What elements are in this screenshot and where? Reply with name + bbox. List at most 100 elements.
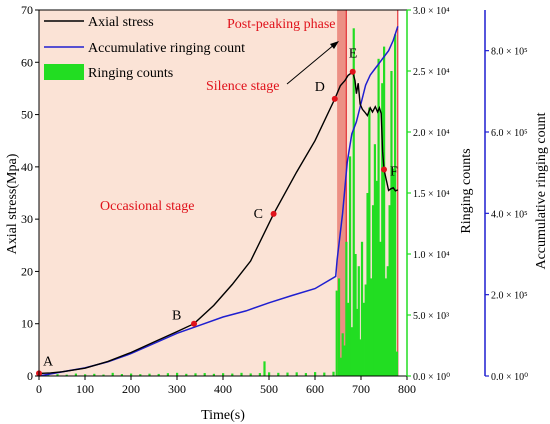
- ringing-bar: [194, 373, 197, 376]
- ringing-bar: [222, 373, 225, 376]
- ringing-bar: [366, 193, 369, 376]
- ringing-bar: [203, 373, 206, 376]
- legend-label-axial-stress: Axial stress: [88, 15, 154, 30]
- ringing-bar: [371, 205, 375, 376]
- ringing-bar: [360, 241, 364, 376]
- y-left-tick-label: 50: [21, 108, 33, 122]
- y-axis-right-1-title: Ringing counts: [459, 148, 474, 233]
- ringing-bar: [395, 351, 399, 376]
- ringing-bar: [231, 373, 234, 376]
- ringing-bar: [295, 372, 298, 376]
- ringing-bar: [304, 373, 307, 376]
- ringing-bar: [370, 278, 373, 376]
- x-tick-label: 700: [352, 382, 370, 396]
- ringing-bar: [74, 373, 77, 376]
- key-point-b: [191, 320, 198, 327]
- ringing-bar: [386, 266, 389, 376]
- key-point-e: [349, 68, 356, 75]
- y-left-tick-label: 60: [21, 55, 33, 69]
- ringing-bar: [388, 205, 391, 376]
- y-right-1-tick-label: 1.0 × 10⁴: [413, 250, 450, 261]
- ringing-bar: [268, 372, 271, 376]
- x-tick-label: 400: [214, 382, 232, 396]
- y-right-2-tick-label: 8.0 × 10⁵: [491, 47, 528, 58]
- region-occasional: [39, 10, 338, 376]
- key-points: A B C D E F: [36, 47, 398, 377]
- ringing-bar: [120, 374, 123, 376]
- y-axis-left-title: Axial stress(Mpa): [5, 153, 20, 254]
- ringing-bar: [392, 168, 395, 376]
- ringing-bar: [263, 361, 266, 376]
- y-left-tick-label: 20: [21, 264, 33, 278]
- ringing-bar: [362, 302, 365, 376]
- ringing-bar: [339, 357, 342, 376]
- legend-label-ringing: Ringing counts: [88, 66, 173, 81]
- region-silence: [337, 10, 347, 376]
- ringing-bar: [258, 373, 261, 376]
- y-right-1-tick-label: 2.5 × 10⁴: [413, 67, 450, 78]
- series-lines: [38, 26, 399, 377]
- ringing-bar: [357, 266, 360, 376]
- ringing-bar: [148, 373, 151, 376]
- accumulative-ringing-line: [38, 26, 399, 377]
- ringing-bar: [377, 58, 380, 377]
- ringing-bar: [65, 374, 68, 376]
- ringing-bar: [394, 34, 397, 377]
- ringing-bar: [185, 373, 188, 376]
- ringing-bar: [111, 372, 114, 376]
- y-left-tick-label: 70: [21, 3, 33, 17]
- key-point-c: [270, 210, 277, 217]
- ringing-bar: [390, 71, 393, 376]
- y-right-1-tick-label: 5.0 × 10³: [413, 311, 449, 322]
- y-left-tick-label: 10: [21, 317, 33, 331]
- ringing-bar: [176, 372, 179, 376]
- post-peaking-phase-label: Post-peaking phase: [227, 17, 335, 32]
- y-right-1-tick-label: 2.0 × 10⁴: [413, 128, 450, 139]
- occasional-stage-label: Occasional stage: [100, 199, 194, 214]
- y-right-1-tick-label: 1.5 × 10⁴: [413, 189, 450, 200]
- ringing-bar: [384, 278, 388, 376]
- tick-labels: 0 100 200 300 400 500 600 700 800 0 10 20 30 40 50 60 70…: [21, 3, 528, 396]
- ringing-bar: [364, 284, 367, 376]
- ringing-bar: [314, 372, 317, 376]
- x-tick-label: 800: [398, 382, 416, 396]
- x-tick-label: 200: [122, 382, 140, 396]
- y-right-2-tick-label: 0.0 × 10⁰: [491, 372, 528, 383]
- ringing-bar: [373, 144, 376, 376]
- x-tick-label: 100: [76, 382, 94, 396]
- ringing-bar: [381, 83, 384, 376]
- y-axis-right-2-title: Accumulative ringing count: [534, 112, 549, 269]
- ringing-bar: [379, 241, 382, 376]
- ringing-bar: [332, 371, 335, 376]
- ringing-bar: [375, 180, 378, 376]
- ringing-bar: [249, 373, 252, 376]
- legend-label-accumulative: Accumulative ringing count: [88, 41, 245, 56]
- ringing-bar: [102, 374, 105, 376]
- y-right-2-tick-label: 6.0 × 10⁵: [491, 128, 528, 139]
- y-right-1-tick-label: 0.0 × 10⁰: [413, 372, 450, 383]
- y-left-tick-label: 30: [21, 212, 33, 226]
- key-point-f: [381, 166, 387, 173]
- x-tick-label: 600: [306, 382, 324, 396]
- ringing-bar: [368, 107, 371, 376]
- ringing-bar: [343, 345, 346, 376]
- ringing-bar: [337, 278, 341, 376]
- ringing-bar: [350, 327, 353, 376]
- ringing-bar: [345, 241, 348, 376]
- ringing-bar: [286, 372, 289, 376]
- legend-swatch-ringing: [44, 64, 84, 80]
- key-point-label-e: E: [349, 47, 358, 62]
- key-point-d: [331, 95, 338, 102]
- ringing-bar: [347, 302, 350, 376]
- ringing-bar: [359, 339, 362, 376]
- key-point-label-a: A: [43, 354, 54, 369]
- stage-regions: [39, 9, 399, 377]
- silence-stage-label: Silence stage: [206, 79, 279, 94]
- key-point-label-f: F: [390, 164, 398, 179]
- ringing-bar: [335, 290, 338, 376]
- ringing-bar: [84, 374, 87, 376]
- y-right-2-tick-label: 2.0 × 10⁵: [491, 291, 528, 302]
- ringing-bar: [157, 373, 160, 376]
- ringing-counts-bars: [40, 28, 399, 377]
